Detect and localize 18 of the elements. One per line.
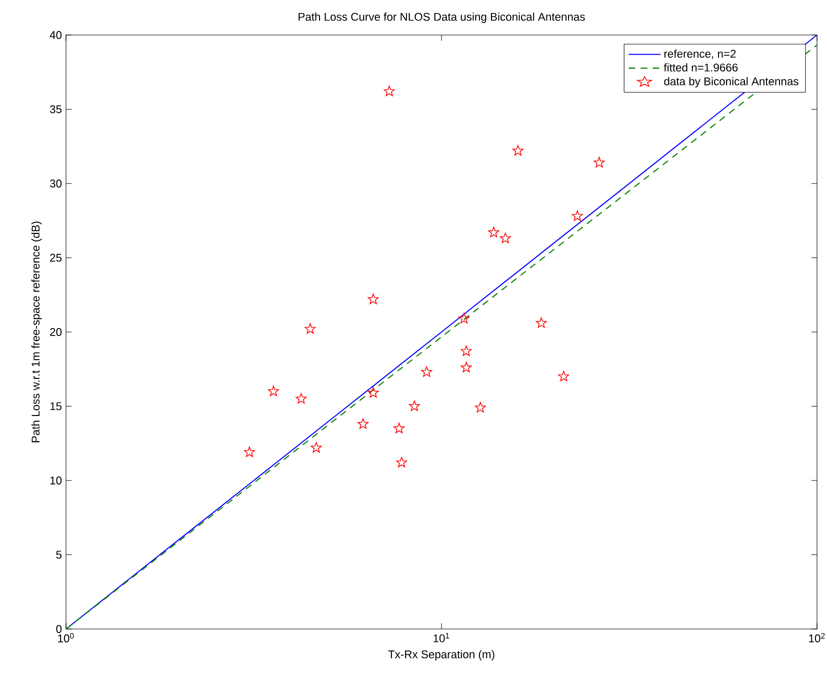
x-axis-title: Tx-Rx Separation (m) <box>388 650 494 661</box>
y-tick-label: 35 <box>50 105 62 114</box>
x-tick-label: 10$^{2}$ <box>809 632 825 642</box>
y-tick-label: 30 <box>50 180 62 188</box>
y-tick-label: 20 <box>50 328 62 336</box>
x-tick-label: 10$^{0}$ <box>58 632 74 642</box>
y-tick-label: 0 <box>56 625 62 633</box>
y-tick-label: 5 <box>56 550 62 559</box>
legend-label: reference, n=2 <box>664 49 736 60</box>
y-axis-title: Path Loss w.r.t 1m free-space reference (dB) <box>31 222 42 442</box>
x-tick-label: 10$^{1}$ <box>434 633 450 642</box>
chart-title: Path Loss Curve for NLOS Data using Biconical Antennas <box>298 12 585 23</box>
legend-label: fitted n=1.9666 <box>664 63 738 72</box>
y-tick-label: 40 <box>50 31 62 39</box>
y-tick-label: 15 <box>50 402 62 410</box>
legend-label: data by Biconical Antennas <box>664 77 798 88</box>
y-tick-label: 10 <box>50 476 62 484</box>
y-tick-label: 25 <box>50 254 62 262</box>
